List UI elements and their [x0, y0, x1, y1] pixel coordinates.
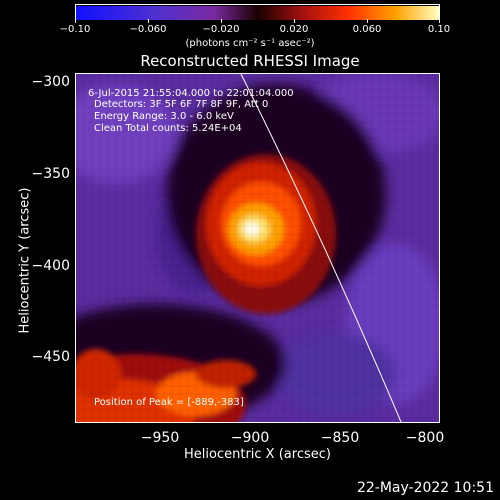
solar-limb-line	[240, 74, 402, 422]
y-tick: −400	[31, 258, 70, 274]
info-time-range: 6-Jul-2015 21:55:04.000 to 22:01:04.000	[88, 88, 294, 99]
info-counts: Clean Total counts: 5.24E+04	[94, 123, 242, 134]
colorbar	[75, 4, 440, 20]
colorbar-gradient	[76, 6, 439, 20]
y-tick: −450	[31, 349, 70, 365]
x-tick: −800	[405, 430, 445, 446]
colorbar-tick: −0.020	[202, 24, 240, 35]
y-tick: −300	[31, 74, 70, 90]
image-title: Reconstructed RHESSI Image	[140, 52, 360, 70]
colorbar-tick: 0.020	[279, 24, 309, 35]
colorbar-tick: 0.10	[427, 24, 451, 35]
colorbar-units: (photons cm⁻² s⁻¹ asec⁻²)	[185, 38, 315, 49]
colorbar-tick: −0.060	[129, 24, 167, 35]
x-tick: −950	[140, 430, 180, 446]
x-axis-label: Heliocentric X (arcsec)	[184, 447, 331, 462]
colorbar-tick: 0.060	[352, 24, 382, 35]
x-tick: −900	[230, 430, 270, 446]
colorbar-tick: −0.10	[59, 24, 91, 35]
info-detectors: Detectors: 3F 5F 6F 7F 8F 9F, Att 0	[94, 99, 269, 110]
info-energy-range: Energy Range: 3.0 - 6.0 keV	[94, 111, 234, 122]
y-axis-label: Heliocentric Y (arcsec)	[17, 187, 33, 334]
solar-image: 6-Jul-2015 21:55:04.000 to 22:01:04.000 …	[75, 73, 440, 423]
plot-timestamp: 22-May-2022 10:51	[356, 480, 494, 496]
info-peak-position: Position of Peak = [-889,-383]	[94, 397, 244, 408]
y-tick: −350	[31, 166, 70, 182]
x-tick: −850	[320, 430, 360, 446]
